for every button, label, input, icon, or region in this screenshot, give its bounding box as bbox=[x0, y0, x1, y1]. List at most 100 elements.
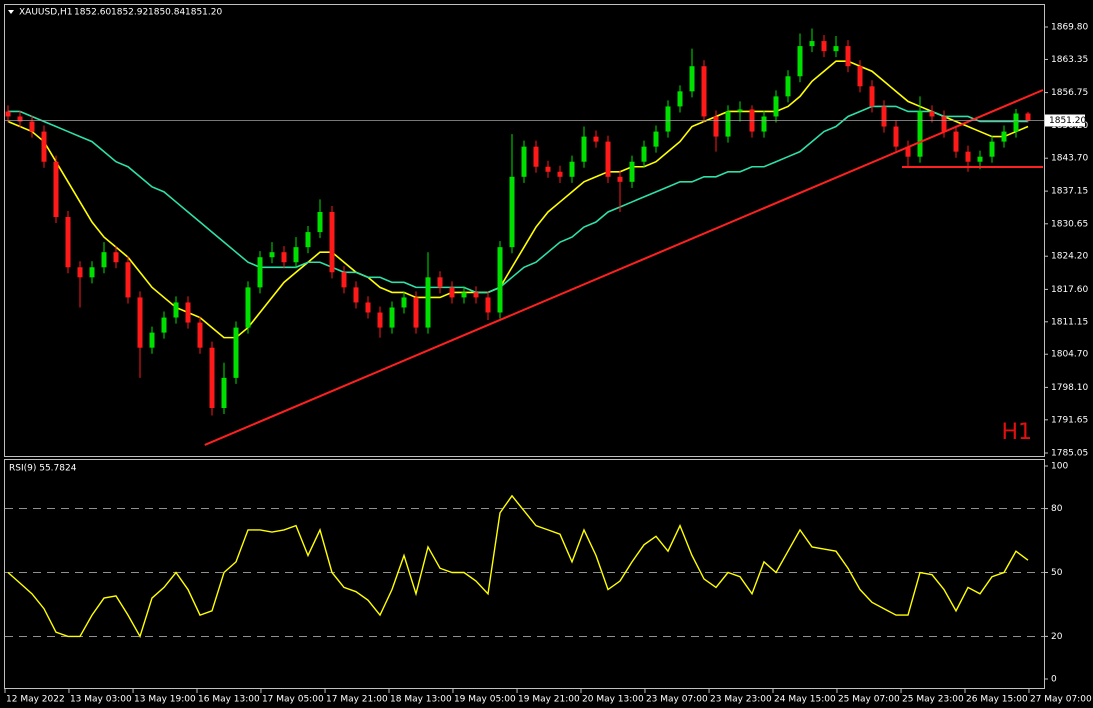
candle-body bbox=[161, 317, 167, 333]
candle-body bbox=[257, 257, 263, 288]
candle-body bbox=[365, 302, 371, 313]
candle-body bbox=[305, 232, 311, 248]
candle-body bbox=[701, 66, 707, 117]
candle-body bbox=[329, 211, 335, 273]
x-tick-label: 13 May 03:00 bbox=[70, 695, 132, 705]
candle-body bbox=[389, 307, 395, 328]
candle-body bbox=[401, 297, 407, 308]
header-value: 1852.60 bbox=[74, 8, 111, 18]
current-price-box bbox=[1045, 114, 1085, 127]
candle-body bbox=[281, 252, 287, 263]
x-tick-label: 18 May 13:00 bbox=[390, 695, 452, 705]
x-tick-label: 23 May 23:00 bbox=[710, 695, 772, 705]
candle-body bbox=[341, 272, 347, 288]
x-tick-label: 17 May 05:00 bbox=[262, 695, 324, 705]
candle-body bbox=[461, 292, 467, 298]
candle-body bbox=[785, 76, 791, 97]
y-tick-label: 1791.65 bbox=[1051, 415, 1088, 425]
candle-body bbox=[713, 116, 719, 137]
candle-body bbox=[869, 86, 875, 107]
y-tick-label: 20 bbox=[1051, 632, 1063, 642]
candle-body bbox=[569, 161, 575, 177]
candle-body bbox=[737, 109, 743, 112]
candle-body bbox=[449, 287, 455, 298]
candle-body bbox=[989, 141, 995, 157]
y-tick-label: 1869.80 bbox=[1051, 23, 1088, 33]
candle-body bbox=[1025, 113, 1031, 121]
candle-body bbox=[521, 146, 527, 177]
rsi-line bbox=[7, 494, 1029, 639]
candle-body bbox=[797, 46, 803, 77]
candle-body bbox=[377, 312, 383, 328]
candle-body bbox=[89, 267, 95, 278]
x-tick-label: 24 May 15:00 bbox=[774, 695, 836, 705]
y-tick-label: 1785.05 bbox=[1051, 448, 1088, 458]
candle-body bbox=[77, 267, 83, 278]
candle-body bbox=[5, 111, 11, 117]
rsi-title: RSI(9) 55.7824 bbox=[9, 464, 77, 474]
candle-body bbox=[641, 146, 647, 162]
candle-body bbox=[413, 297, 419, 328]
candle-body bbox=[905, 146, 911, 157]
candle-body bbox=[29, 121, 35, 132]
candle-body bbox=[593, 136, 599, 142]
header-value: 1851.20 bbox=[185, 8, 222, 18]
candle-body bbox=[1013, 113, 1019, 132]
candle-body bbox=[353, 287, 359, 303]
y-tick-label: 1798.10 bbox=[1051, 383, 1088, 393]
candle-body bbox=[725, 111, 731, 137]
candle-body bbox=[845, 46, 851, 67]
candle-body bbox=[113, 252, 119, 263]
current-price-label: 1851.20 bbox=[1049, 116, 1086, 126]
candle-body bbox=[293, 247, 299, 263]
candle-body bbox=[437, 277, 443, 288]
rsi-panel-frame bbox=[4, 459, 1045, 689]
menu-arrow[interactable] bbox=[8, 10, 14, 14]
candle-body bbox=[233, 327, 239, 378]
y-tick-label: 0 bbox=[1051, 675, 1057, 685]
candle-body bbox=[185, 302, 191, 323]
candle-body bbox=[617, 176, 623, 182]
candle-body bbox=[221, 377, 227, 409]
candle-body bbox=[965, 151, 971, 162]
candle-body bbox=[317, 211, 323, 233]
candle-body bbox=[917, 111, 923, 157]
candle-body bbox=[821, 41, 827, 52]
candle-body bbox=[41, 131, 47, 162]
y-tick-label: 1856.75 bbox=[1051, 88, 1088, 98]
x-tick-label: 13 May 19:00 bbox=[134, 695, 196, 705]
candle-body bbox=[485, 297, 491, 313]
x-tick-label: 12 May 2022 bbox=[6, 695, 65, 705]
candle-body bbox=[53, 161, 59, 218]
candle-body bbox=[953, 131, 959, 152]
candle-body bbox=[173, 302, 179, 318]
candle-body bbox=[677, 91, 683, 107]
x-tick-label: 16 May 13:00 bbox=[198, 695, 260, 705]
x-tick-label: 19 May 05:00 bbox=[454, 695, 516, 705]
candle-body bbox=[545, 166, 551, 172]
x-tick-label: 20 May 13:00 bbox=[582, 695, 644, 705]
x-tick-label: 17 May 21:00 bbox=[326, 695, 388, 705]
header-value: 1850.84 bbox=[148, 8, 185, 18]
candle-body bbox=[581, 136, 587, 162]
chart-title: XAUUSD,H1 bbox=[19, 8, 73, 18]
x-tick-label: 27 May 07:00 bbox=[1030, 695, 1092, 705]
candle-body bbox=[65, 217, 71, 268]
candle-body bbox=[929, 111, 935, 117]
main-panel-frame bbox=[4, 4, 1045, 457]
header-value: 1852.92 bbox=[111, 8, 148, 18]
candle-body bbox=[941, 116, 947, 132]
y-tick-label: 50 bbox=[1051, 568, 1063, 578]
y-tick-label: 80 bbox=[1051, 504, 1063, 514]
candle-body bbox=[761, 116, 767, 132]
candle-body bbox=[605, 141, 611, 177]
y-tick-label: 1863.35 bbox=[1051, 55, 1088, 65]
x-tick-label: 23 May 07:00 bbox=[646, 695, 708, 705]
candle-body bbox=[881, 106, 887, 127]
x-tick-label: 26 May 15:00 bbox=[966, 695, 1028, 705]
candle-body bbox=[17, 116, 23, 122]
y-tick-label: 100 bbox=[1051, 462, 1068, 472]
moving-average bbox=[8, 105, 1028, 294]
